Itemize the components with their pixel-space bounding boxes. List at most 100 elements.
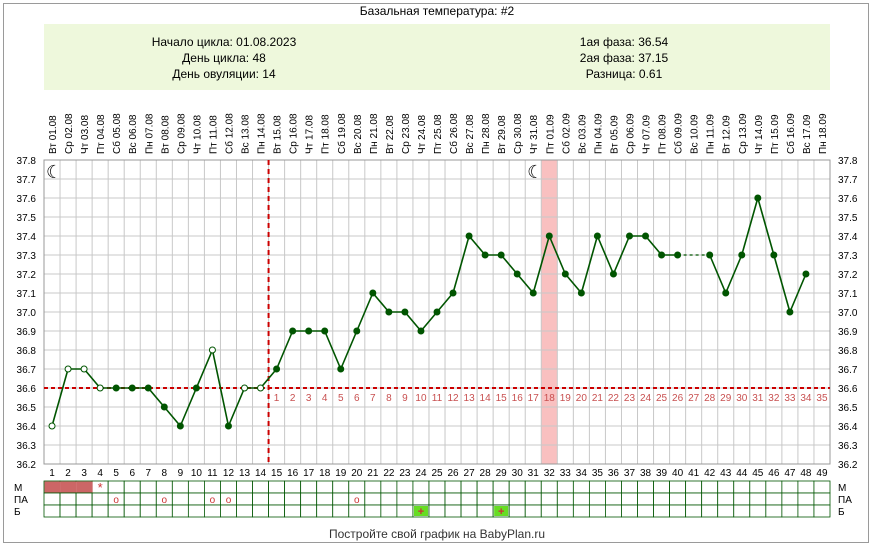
day-number: 41 <box>688 468 700 479</box>
temperature-point <box>369 289 377 297</box>
row-cell <box>717 504 735 518</box>
y-tick-label-right: 37.0 <box>838 308 858 319</box>
day-number: 8 <box>162 468 168 479</box>
temperature-line <box>404 311 422 332</box>
row-cell <box>364 492 382 506</box>
row-cell <box>508 492 526 506</box>
day-number: 44 <box>736 468 748 479</box>
temperature-point <box>192 384 200 392</box>
temperature-point <box>770 251 778 259</box>
row-cell <box>107 480 125 494</box>
row-cell <box>428 480 446 494</box>
row-cell <box>396 492 414 506</box>
temperature-point <box>481 251 489 259</box>
day-number: 15 <box>271 468 283 479</box>
row-cell <box>701 480 719 494</box>
temperature-point <box>802 270 810 278</box>
date-label: Пт 11.08 <box>208 115 219 154</box>
date-label: Сб 05.08 <box>111 113 123 154</box>
row-cell <box>460 480 478 494</box>
date-label: Ср 02.08 <box>64 113 75 154</box>
day-number: 43 <box>720 468 732 479</box>
row-cell <box>572 480 590 494</box>
footer-link[interactable]: Постройте свой график на BabyPlan.ru <box>328 527 546 541</box>
b-marker: + <box>498 506 504 518</box>
moon-icon: ☾ <box>527 162 543 182</box>
date-label: Чт 07.09 <box>642 115 653 154</box>
y-tick-label-left: 37.6 <box>17 194 37 205</box>
row-cell <box>685 492 703 506</box>
cycle-info-left: Начало цикла: 01.08.2023 День цикла: 48 … <box>44 34 404 82</box>
temperature-point <box>241 384 249 392</box>
date-label: Пн 28.08 <box>481 113 492 154</box>
row-cell <box>412 480 430 494</box>
row-cell <box>380 504 398 518</box>
temperature-point <box>64 365 72 373</box>
phase2-day-label: 34 <box>800 393 812 404</box>
phase2-day-label: 4 <box>322 393 328 404</box>
temperature-point <box>433 308 441 316</box>
row-cell <box>284 492 302 506</box>
b-marker-cell <box>413 506 428 516</box>
date-label: Чт 03.08 <box>80 115 91 154</box>
temperature-point <box>144 384 152 392</box>
row-cell <box>43 492 61 506</box>
temperature-point <box>674 251 682 259</box>
temperature-line <box>789 273 807 313</box>
date-label: Ср 06.09 <box>625 113 636 154</box>
row-cell <box>669 480 687 494</box>
row-cell <box>813 480 831 494</box>
temperature-line <box>548 235 567 275</box>
temperature-point <box>48 422 56 430</box>
pa-marker: o <box>210 495 216 506</box>
row-label-left: М <box>14 483 22 494</box>
temperature-point <box>112 384 120 392</box>
row-cell <box>813 504 831 518</box>
row-cell <box>733 480 751 494</box>
phase2-day-label: 8 <box>386 393 392 404</box>
day-number: 46 <box>768 468 780 479</box>
row-cell <box>380 480 398 494</box>
y-tick-label-right: 37.2 <box>838 270 858 281</box>
row-cell <box>268 492 286 506</box>
phase2-day-label: 31 <box>752 393 764 404</box>
row-cell <box>43 504 61 518</box>
row-cell <box>637 492 654 506</box>
row-cell <box>685 480 703 494</box>
date-label: Ср 09.08 <box>176 113 187 154</box>
row-cell <box>540 492 558 506</box>
row-cell <box>428 504 446 518</box>
temperature-point <box>385 308 393 316</box>
temperature-point <box>722 289 730 297</box>
row-label-right: М <box>838 483 846 494</box>
temperature-line <box>420 311 438 332</box>
phase2-day-label: 20 <box>576 393 588 404</box>
date-label: Сб 12.08 <box>223 113 235 154</box>
temperature-point <box>786 308 794 316</box>
cycle-info-right: 1ая фаза: 36.54 2ая фаза: 37.15 Разница:… <box>444 34 804 82</box>
y-tick-label-right: 37.6 <box>838 194 858 205</box>
period-cell <box>60 481 77 493</box>
pa-marker: o <box>226 495 232 506</box>
row-cell <box>460 504 478 518</box>
day-number: 30 <box>512 468 524 479</box>
phase2-day-label: 27 <box>688 393 700 404</box>
moon-icon: ☾ <box>46 162 62 182</box>
day-number: 5 <box>113 468 119 479</box>
row-cell <box>572 504 590 518</box>
row-cell <box>139 504 157 518</box>
row-cell <box>621 504 638 518</box>
day-number: 20 <box>351 468 363 479</box>
day-number: 17 <box>303 468 315 479</box>
row-cell <box>765 480 783 494</box>
phase2-day-label: 26 <box>672 393 684 404</box>
date-label: Вс 13.08 <box>241 114 252 154</box>
y-tick-label-left: 37.7 <box>17 175 37 186</box>
row-cell <box>605 492 622 506</box>
date-label: Пн 21.08 <box>369 113 380 154</box>
temperature-point <box>96 384 104 392</box>
date-label: Пт 08.09 <box>658 114 669 154</box>
chart-title: Базальная температура: #2 <box>359 4 515 18</box>
y-tick-label-left: 36.3 <box>17 441 37 452</box>
row-cell <box>171 492 189 506</box>
